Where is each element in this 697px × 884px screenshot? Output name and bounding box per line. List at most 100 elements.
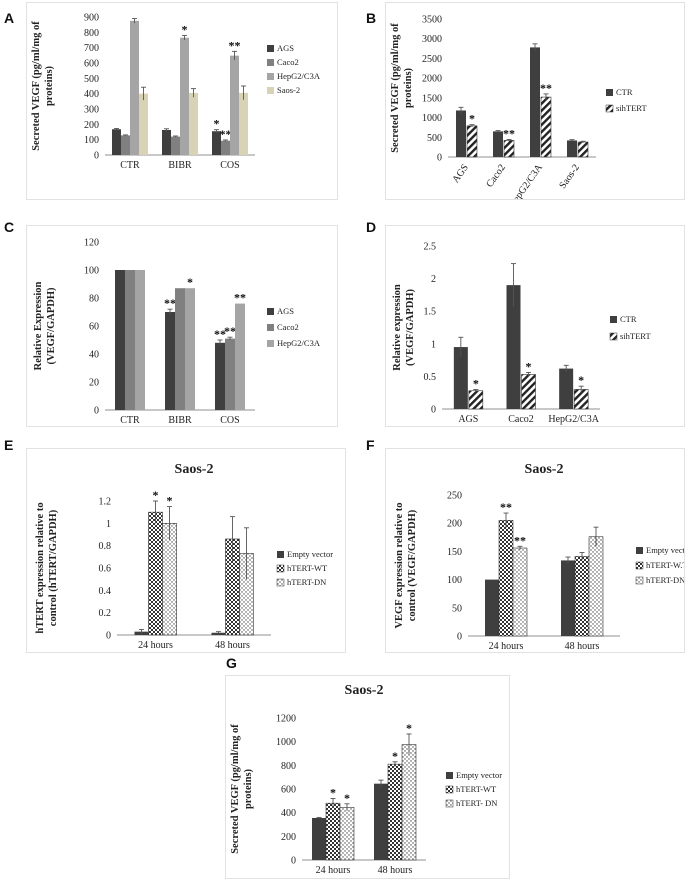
- y-tick-label: 2: [431, 274, 436, 285]
- legend-label: hTERT-WT: [287, 563, 328, 573]
- y-tick-label: 0: [94, 406, 99, 417]
- legend-swatch: [267, 45, 274, 52]
- bar: [235, 303, 245, 410]
- legend-swatch: [605, 104, 614, 113]
- x-tick-label: Caco2: [508, 414, 534, 425]
- significance-mark: **: [220, 127, 232, 141]
- legend-swatch: [267, 59, 274, 66]
- legend-label: CTR: [616, 87, 633, 97]
- legend-swatch: [445, 785, 454, 794]
- legend-label: hTERT-DN: [287, 577, 326, 587]
- y-tick-label: 1000: [276, 737, 296, 748]
- y-tick-label: 100: [447, 575, 462, 586]
- y-axis-label-d: Relative expression: [392, 284, 403, 371]
- bar: [506, 285, 521, 409]
- bar: [521, 374, 536, 410]
- y-tick-label: 0: [106, 631, 111, 642]
- chart-panel-a: Secreted VEGF (pg/ml/mg of proteins) 0 100 2…: [26, 2, 338, 200]
- significance-mark: **: [514, 533, 526, 547]
- bar: [485, 579, 499, 636]
- bar: [540, 96, 552, 158]
- bar: [215, 342, 225, 410]
- y-tick-label: 0: [457, 632, 462, 643]
- y-axis-label-a: Secreted VEGF (pg/ml/mg of: [31, 21, 42, 151]
- x-tick-label: COS: [220, 415, 239, 426]
- legend-swatch: [635, 561, 644, 570]
- x-tick-label: COS: [220, 160, 239, 171]
- legend-swatch: [610, 316, 617, 323]
- y-tick-label: 1000: [422, 113, 442, 124]
- y-axis-label-b: proteins): [403, 67, 414, 108]
- y-axis-label-d: (VEGF/GAPDH): [405, 289, 416, 366]
- y-tick-label: 120: [84, 238, 99, 249]
- bar: [171, 136, 180, 155]
- legend-swatch: [446, 772, 453, 779]
- x-tick-label: 48 hours: [565, 641, 600, 652]
- legend-swatch: [267, 73, 274, 80]
- bar: [577, 141, 589, 158]
- y-axis-label-e: hTERT expression relative to: [35, 502, 46, 633]
- legend-label: hTERT-W.T: [646, 560, 684, 570]
- bar: [493, 131, 503, 157]
- y-axis-label-f: control (VEGF/GAPDH): [407, 509, 418, 621]
- panel-label-c: C: [4, 219, 15, 235]
- y-axis-label-e: control (hTERT/GAPDH): [48, 509, 59, 626]
- y-axis-label-c: Relative Expression: [33, 281, 44, 370]
- y-tick-label: 900: [84, 13, 99, 24]
- bar: [230, 55, 239, 155]
- bar: [125, 270, 135, 410]
- y-tick-label: 200: [281, 832, 296, 843]
- y-tick-label: 200: [84, 120, 99, 131]
- y-axis-label-f: VEGF expression relative to: [394, 502, 405, 628]
- x-tick-label: CTR: [120, 415, 140, 426]
- y-tick-label: 1: [431, 339, 436, 350]
- significance-mark: **: [500, 500, 512, 514]
- significance-mark: *: [406, 721, 412, 735]
- y-tick-label: 400: [84, 89, 99, 100]
- bar: [387, 763, 403, 861]
- bar: [212, 131, 221, 155]
- legend-swatch: [267, 308, 274, 315]
- x-tick-label: BIBR: [168, 160, 192, 171]
- bar: [312, 817, 326, 860]
- y-tick-label: 0.2: [99, 608, 112, 619]
- y-tick-label: 800: [281, 761, 296, 772]
- legend-swatch: [277, 551, 284, 558]
- chart-panel-b: Secreted VEGF (pg/ml/mg of proteins) 0 500 1…: [385, 2, 685, 200]
- y-axis-label-c: (VEGF/GAPDH): [46, 287, 57, 364]
- chart-b: Secreted VEGF (pg/ml/mg of proteins) 0 500 1…: [390, 15, 647, 200]
- y-tick-label: 1.5: [424, 307, 437, 318]
- chart-panel-f: Saos-2 VEGF expression relative to control…: [385, 448, 685, 653]
- chart-panel-e: Saos-2 hTERT expression relative to contro…: [26, 448, 346, 653]
- y-tick-label: 1200: [276, 714, 296, 725]
- panel-label-f: F: [366, 437, 375, 453]
- legend-label: Caco2: [277, 57, 299, 67]
- significance-mark: *: [182, 22, 188, 36]
- panel-label-g: G: [226, 655, 237, 671]
- significance-mark: **: [164, 296, 176, 310]
- chart-g: Saos-2 Secreted VEGF (pg/ml/mg of proteins…: [230, 683, 502, 876]
- significance-mark: **: [229, 38, 241, 52]
- significance-mark: *: [330, 785, 336, 799]
- chart-title-g: Saos-2: [345, 683, 384, 698]
- bar: [135, 270, 145, 410]
- significance-mark: **: [540, 81, 552, 95]
- bar: [503, 140, 515, 158]
- x-tick-label: AGS: [450, 162, 470, 185]
- significance-mark: *: [526, 359, 532, 373]
- bar: [339, 807, 355, 861]
- legend-label: hTERT-DN: [646, 575, 684, 585]
- x-tick-label: AGS: [458, 414, 478, 425]
- legend-swatch: [276, 578, 285, 587]
- y-axis-label-g: Secreted VEGF (pg/ml/mg of: [230, 724, 241, 854]
- bar: [567, 140, 577, 157]
- y-tick-label: 0: [94, 151, 99, 162]
- chart-panel-g: Saos-2 Secreted VEGF (pg/ml/mg of proteins…: [225, 675, 510, 879]
- y-tick-label: 1500: [422, 93, 442, 104]
- chart-title-e: Saos-2: [175, 462, 214, 477]
- y-tick-label: 1: [106, 519, 111, 530]
- legend-swatch: [636, 547, 643, 554]
- bar: [121, 135, 130, 155]
- legend-swatch: [445, 799, 454, 808]
- legend-swatch: [276, 564, 285, 573]
